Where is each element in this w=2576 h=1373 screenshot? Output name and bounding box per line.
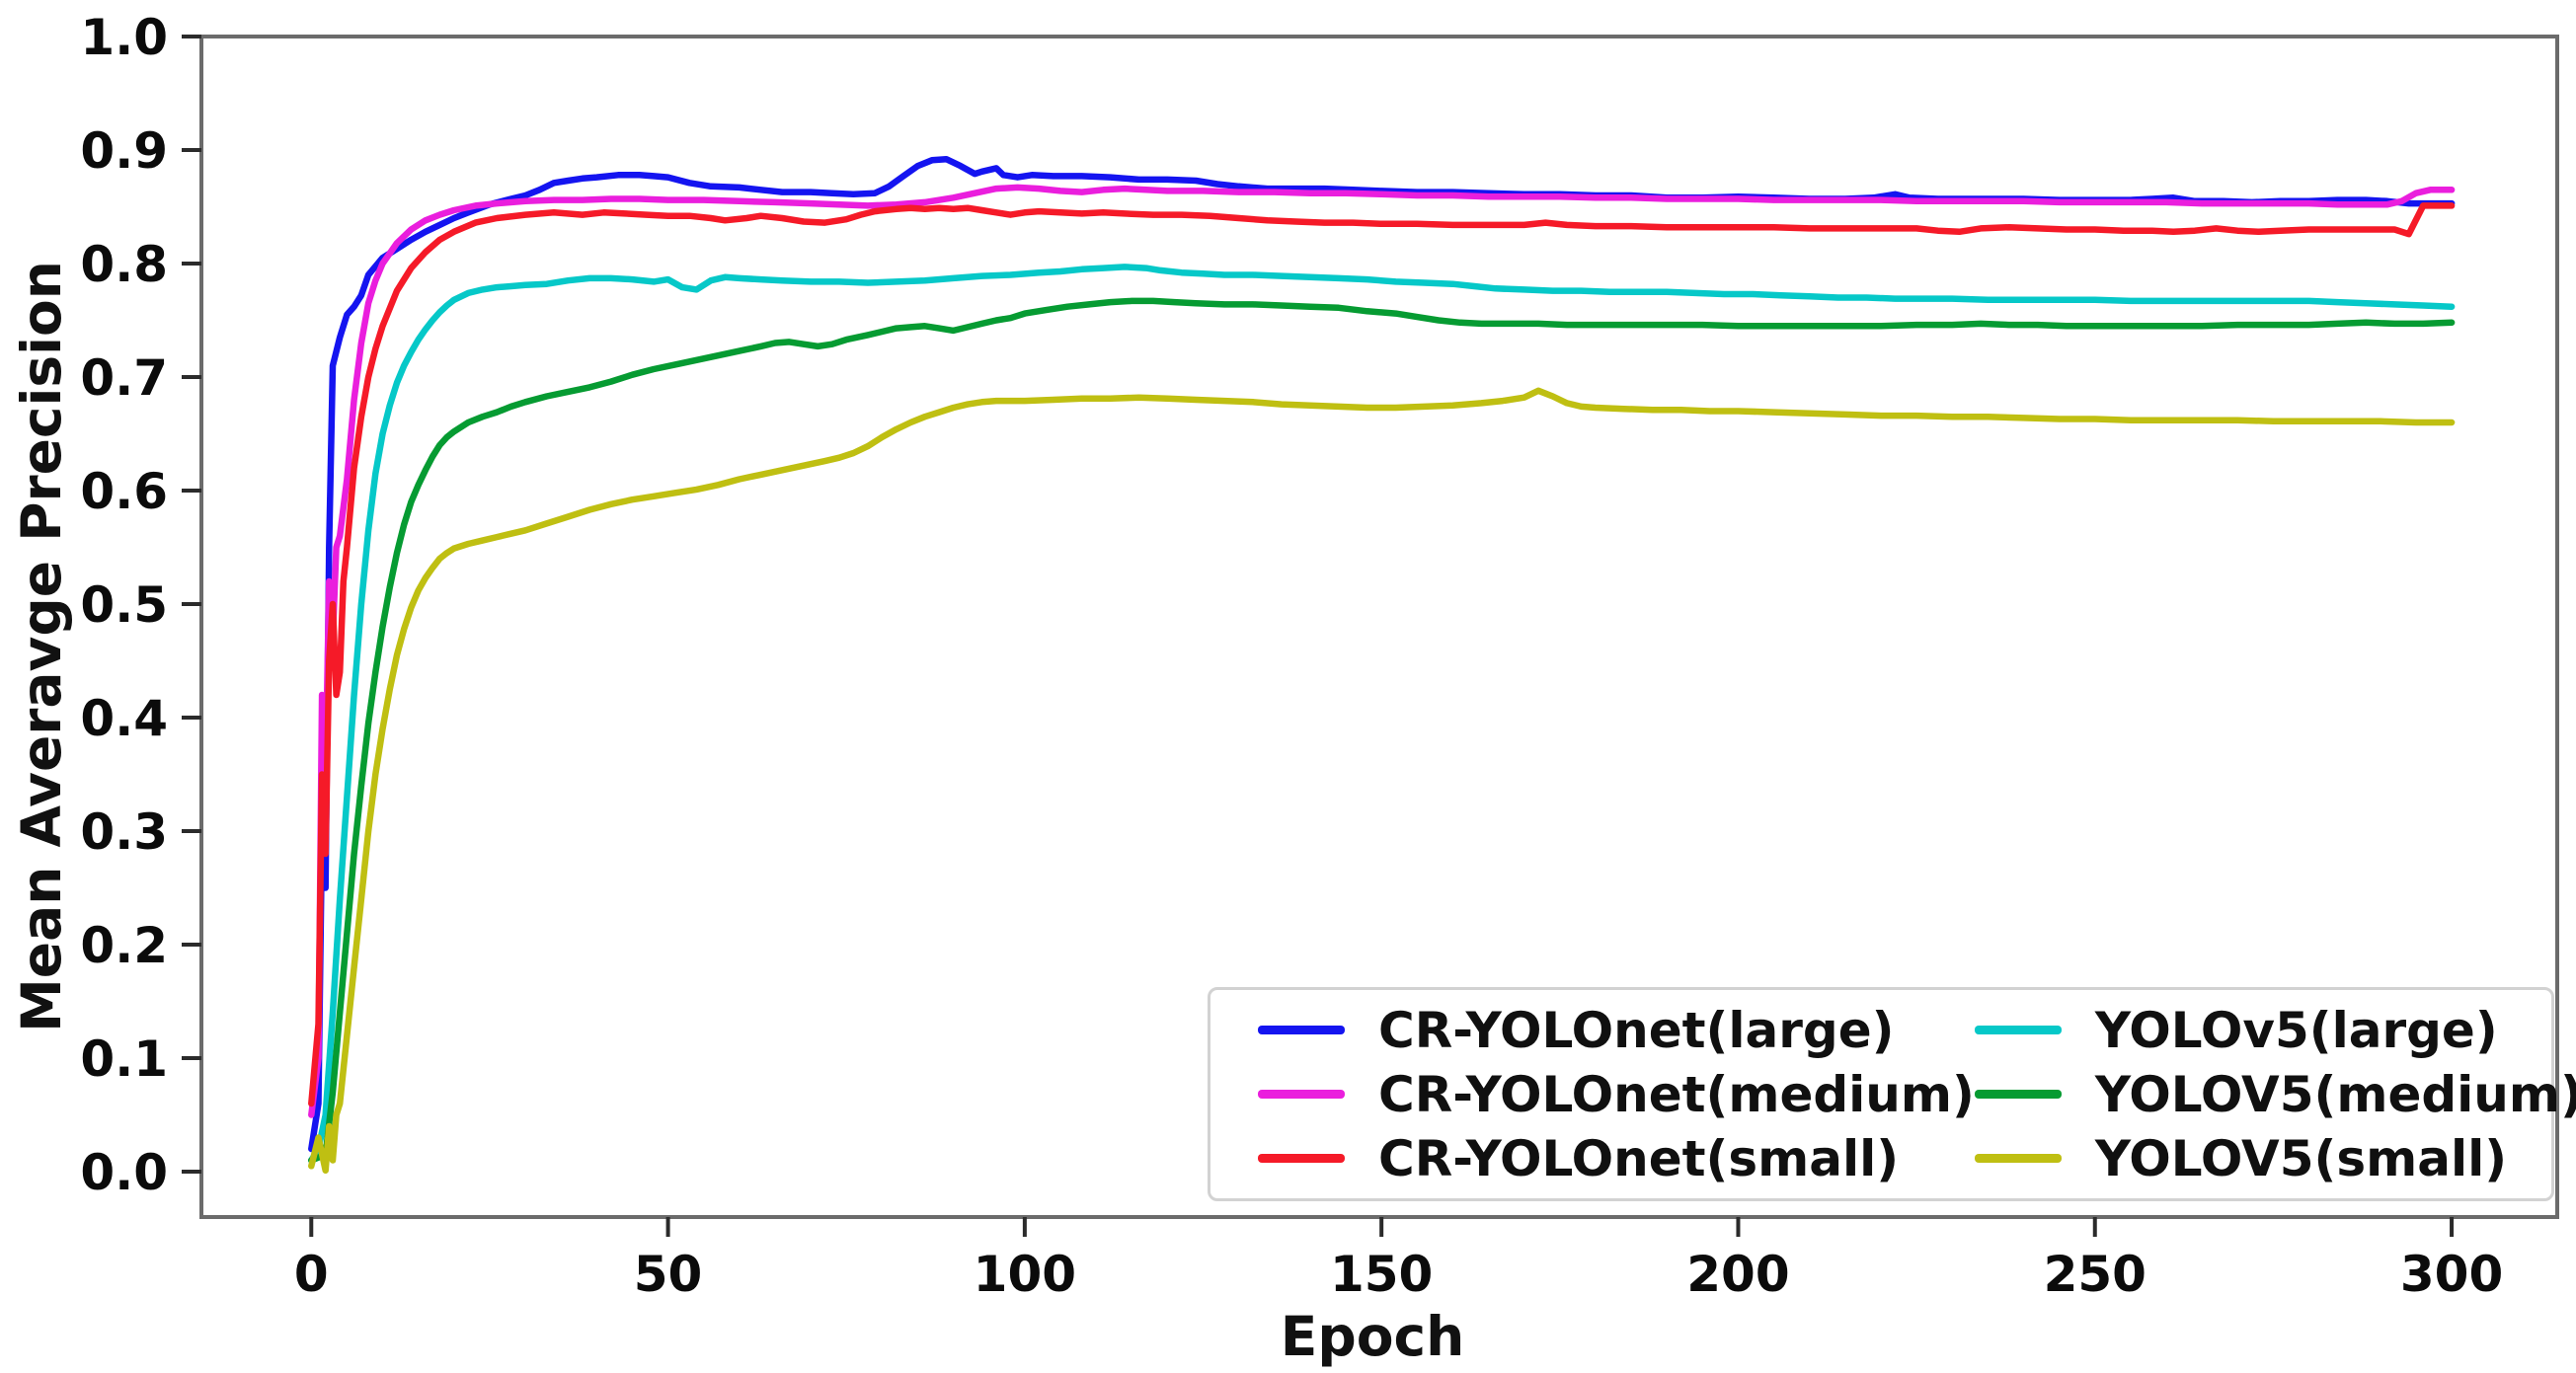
legend-line-swatch (1258, 1026, 1345, 1034)
x-tick-label: 0 (294, 1246, 329, 1303)
legend-line-swatch (1974, 1026, 2062, 1034)
series-line-4 (308, 297, 2456, 1164)
legend-label: CR-YOLOnet(medium) (1378, 1065, 1975, 1123)
legend-line-swatch (1258, 1154, 1345, 1163)
y-tick-label: 0.6 (80, 463, 168, 520)
legend-item-yolov5-medium: YOLOV5(medium) (1974, 1065, 2576, 1123)
legend-label: CR-YOLOnet(large) (1378, 1001, 1895, 1059)
series-line-2 (308, 202, 2456, 1107)
legend-label: YOLOV5(small) (2094, 1129, 2508, 1187)
x-tick-label: 150 (1330, 1246, 1433, 1303)
plot-frame (199, 35, 2559, 1219)
legend: CR-YOLOnet(large) CR-YOLOnet(medium) CR-… (1208, 987, 2576, 1201)
series-line-1 (308, 184, 2456, 1118)
y-tick-label: 0.1 (80, 1030, 168, 1088)
legend-line-swatch (1974, 1090, 2062, 1099)
legend-item-cr-yolonet-large: CR-YOLOnet(large) (1258, 1006, 1975, 1055)
y-tick-label: 0.8 (80, 236, 168, 293)
legend-item-cr-yolonet-small: CR-YOLOnet(small) (1258, 1134, 1975, 1183)
x-tick-label: 100 (974, 1246, 1076, 1303)
series-line-3 (308, 264, 2456, 1164)
legend-item-yolov5-small: YOLOV5(small) (1974, 1129, 2576, 1187)
legend-line-swatch (1974, 1154, 2062, 1163)
y-tick-label: 0.3 (80, 803, 168, 861)
x-tick-label: 50 (634, 1246, 703, 1303)
x-axis-title: Epoch (1280, 1305, 1465, 1368)
legend-item-yolov5-large: YOLOv5(large) (1974, 1001, 2576, 1059)
y-tick-label: 0.0 (80, 1144, 168, 1201)
y-axis-title: Mean Averavge Precision (10, 261, 73, 1032)
legend-label: YOLOv5(large) (2094, 1001, 2498, 1059)
series-line-5 (308, 387, 2456, 1175)
y-tick-label: 1.0 (80, 9, 168, 66)
legend-label: CR-YOLOnet(small) (1378, 1129, 1900, 1187)
legend-label: YOLOV5(medium) (2094, 1065, 2576, 1123)
x-tick-label: 250 (2044, 1246, 2147, 1303)
x-tick-label: 200 (1686, 1246, 1789, 1303)
y-tick-label: 0.7 (80, 349, 168, 407)
x-tick-label: 300 (2400, 1246, 2503, 1303)
legend-item-cr-yolonet-medium: CR-YOLOnet(medium) (1258, 1070, 1975, 1119)
y-tick-label: 0.4 (80, 690, 168, 747)
y-tick-label: 0.2 (80, 917, 168, 974)
y-tick-label: 0.9 (80, 122, 168, 180)
y-tick-label: 0.5 (80, 576, 168, 634)
legend-line-swatch (1258, 1090, 1345, 1099)
